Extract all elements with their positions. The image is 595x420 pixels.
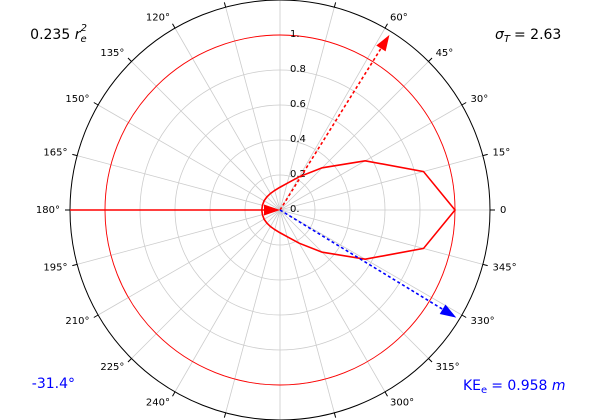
r-tick-label: 0.8 <box>290 64 306 75</box>
theta-tick-label: 225° <box>100 362 124 373</box>
arrow-shaft <box>279 209 444 310</box>
theta-tick <box>127 358 132 363</box>
theta-tick-label: 30° <box>471 94 489 105</box>
theta-tick-label: 75° <box>337 0 355 2</box>
grid-spoke <box>279 7 335 211</box>
theta-tick-label: 150° <box>65 94 89 105</box>
grid-spoke <box>225 209 281 413</box>
grid-spoke <box>174 27 281 211</box>
theta-tick-label: 45° <box>436 48 454 59</box>
theta-tick <box>428 57 433 62</box>
theta-tick-label: 60° <box>390 13 408 24</box>
arrow-shaft <box>279 48 382 211</box>
theta-tick <box>172 23 176 29</box>
theta-tick-label: 315° <box>436 362 460 373</box>
theta-tick-label: 210° <box>65 316 89 327</box>
grid-spoke <box>131 61 281 211</box>
plot-area: 015°30°45°60°75°90°105°120°135°150°165°1… <box>36 0 517 420</box>
annotation: -31.4° <box>32 376 75 392</box>
theta-tick-label: 330° <box>471 316 495 327</box>
grid-spoke <box>279 209 463 316</box>
theta-tick <box>72 263 78 267</box>
theta-tick-label: 15° <box>493 148 511 159</box>
theta-tick-label: 180° <box>36 205 60 216</box>
grid-spoke <box>174 209 281 393</box>
r-tick-label: 1. <box>290 29 300 40</box>
theta-tick-label: 0 <box>500 205 506 216</box>
theta-tick <box>461 314 467 318</box>
r-tick-label: 0.4 <box>290 134 306 145</box>
annotation: KEe = 0.958 m <box>463 378 566 396</box>
theta-tick <box>333 2 337 8</box>
grid-spoke <box>225 7 281 211</box>
theta-tick <box>482 263 488 267</box>
annotation: 0.235 re2 <box>30 23 87 45</box>
arrow-head <box>439 304 457 318</box>
theta-tick-label: 135° <box>100 48 124 59</box>
grid-spoke <box>279 104 463 211</box>
r-tick-label: 0. <box>290 204 300 215</box>
theta-tick <box>93 102 99 106</box>
theta-tick <box>482 153 488 157</box>
theta-tick <box>172 391 176 397</box>
theta-tick <box>428 358 433 363</box>
theta-tick-label: 120° <box>146 13 170 24</box>
r-tick-label: 0.2 <box>290 169 306 180</box>
arrow-head <box>264 204 280 216</box>
theta-tick-label: 165° <box>43 148 67 159</box>
grid-spoke <box>97 209 281 316</box>
grid-spoke <box>77 155 281 211</box>
grid-spoke <box>131 209 281 359</box>
theta-tick <box>384 23 388 29</box>
theta-tick-label: 345° <box>493 262 517 273</box>
r-tick-label: 0.6 <box>290 99 306 110</box>
grid-spoke <box>279 27 386 211</box>
theta-tick <box>223 2 227 8</box>
theta-tick <box>461 102 467 106</box>
theta-tick <box>127 57 132 62</box>
theta-tick <box>223 412 227 418</box>
theta-tick <box>93 314 99 318</box>
grid-spoke <box>279 209 335 413</box>
annotation: σT = 2.63 <box>495 27 561 45</box>
theta-tick <box>72 153 78 157</box>
theta-tick <box>333 412 337 418</box>
arrow-head <box>376 34 390 52</box>
theta-tick-label: 105° <box>199 0 223 2</box>
grid-spoke <box>279 209 386 393</box>
grid-spoke <box>77 209 281 265</box>
theta-tick-label: 195° <box>43 262 67 273</box>
grid-spoke <box>97 104 281 211</box>
theta-tick-label: 300° <box>390 397 414 408</box>
theta-tick-label: 240° <box>146 397 170 408</box>
grid-spoke <box>279 209 429 359</box>
theta-tick <box>384 391 388 397</box>
